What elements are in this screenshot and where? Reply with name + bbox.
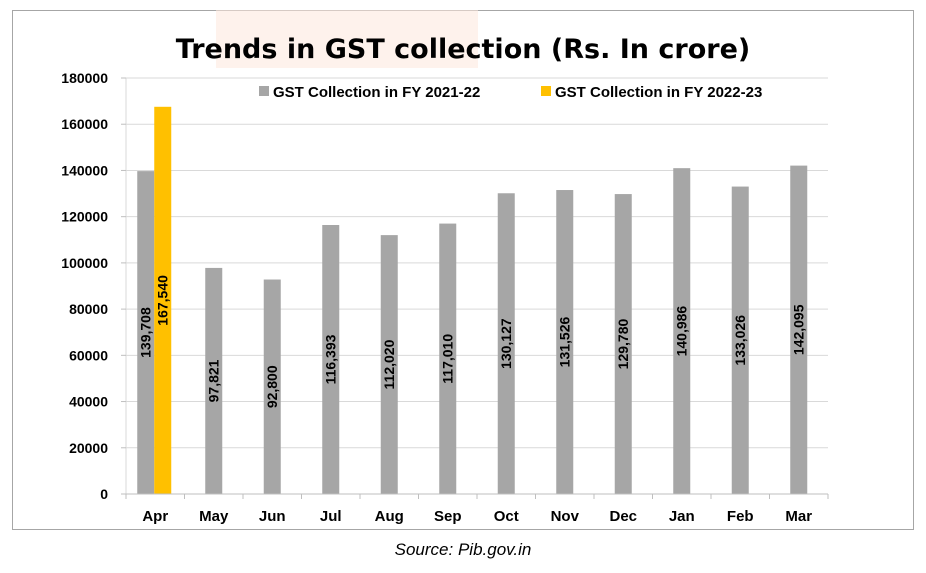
y-tick-label: 60000: [69, 347, 108, 363]
x-tick-label: Sep: [434, 508, 462, 525]
gridlines: [126, 77, 828, 449]
chart-title: Trends in GST collection (Rs. In crore): [176, 34, 750, 65]
source-note: Source: Pib.gov.in: [394, 540, 532, 559]
y-tick-label: 80000: [69, 301, 108, 317]
bar-fy2021-22-oct: [497, 193, 515, 495]
x-tick-label: Apr: [142, 508, 168, 525]
bar-value-label: 167,540: [155, 275, 171, 326]
bar-fy2021-22-sep: [439, 223, 457, 494]
bar-value-label: 116,393: [323, 334, 339, 384]
bar-fy2021-22-feb: [731, 186, 749, 494]
x-tick-label: Jul: [320, 508, 342, 525]
bar-value-label: 92,800: [264, 365, 280, 408]
y-tick-label: 140000: [61, 162, 108, 178]
bar-value-label: 139,708: [138, 307, 154, 358]
x-tick-label: Feb: [727, 508, 754, 525]
y-tick-label: 160000: [61, 116, 108, 132]
y-tick-label: 100000: [61, 255, 108, 271]
bar-value-label: 140,986: [674, 306, 690, 357]
legend-swatch: [541, 86, 551, 96]
legend-label: GST Collection in FY 2022-23: [555, 84, 762, 101]
y-tick-label: 0: [100, 486, 108, 502]
bar-fy2021-22-dec: [614, 194, 632, 494]
bar-value-label: 131,526: [557, 316, 573, 367]
x-tick-label: Jan: [669, 508, 695, 525]
x-tick-label: Mar: [785, 508, 812, 525]
bar-value-label: 117,010: [440, 334, 456, 384]
title-highlight: [216, 10, 478, 68]
y-tick-label: 120000: [61, 209, 108, 225]
bar-fy2021-22-aug: [380, 235, 398, 495]
bar-fy2022-23-apr: [154, 106, 172, 494]
bar-value-label: 97,821: [206, 359, 222, 402]
bar-fy2021-22-jul: [322, 225, 340, 494]
bar-value-label: 133,026: [732, 315, 748, 366]
y-tick-label: 180000: [61, 70, 108, 86]
x-tick-label: Dec: [609, 508, 637, 525]
legend: GST Collection in FY 2021-22 GST Collecti…: [259, 84, 762, 101]
bar-value-label: 142,095: [791, 304, 807, 355]
bar-fy2021-22-apr: [137, 171, 155, 494]
x-tick-label: Aug: [375, 508, 404, 525]
bar-fy2021-22-nov: [556, 190, 574, 494]
bar-value-label: 129,780: [615, 319, 631, 370]
bar-fy2021-22-jan: [673, 168, 691, 494]
x-tick-label: May: [199, 508, 229, 525]
axes: 0 20000 40000 60000 80000 100000 120000 140000 1…: [61, 70, 829, 525]
y-tick-label: 40000: [69, 394, 108, 410]
bar-fy2021-22-jun: [263, 279, 281, 494]
x-tick-label: Oct: [494, 508, 519, 525]
legend-swatch: [259, 86, 269, 96]
bar-fy2021-22-mar: [790, 165, 808, 494]
legend-label: GST Collection in FY 2021-22: [273, 84, 480, 101]
y-tick-label: 20000: [69, 440, 108, 456]
x-tick-label: Nov: [551, 508, 580, 525]
bar-value-label: 130,127: [498, 318, 514, 369]
bar-fy2021-22-may: [205, 267, 223, 494]
x-tick-label: Jun: [259, 508, 286, 525]
bar-value-label: 112,020: [381, 339, 397, 389]
